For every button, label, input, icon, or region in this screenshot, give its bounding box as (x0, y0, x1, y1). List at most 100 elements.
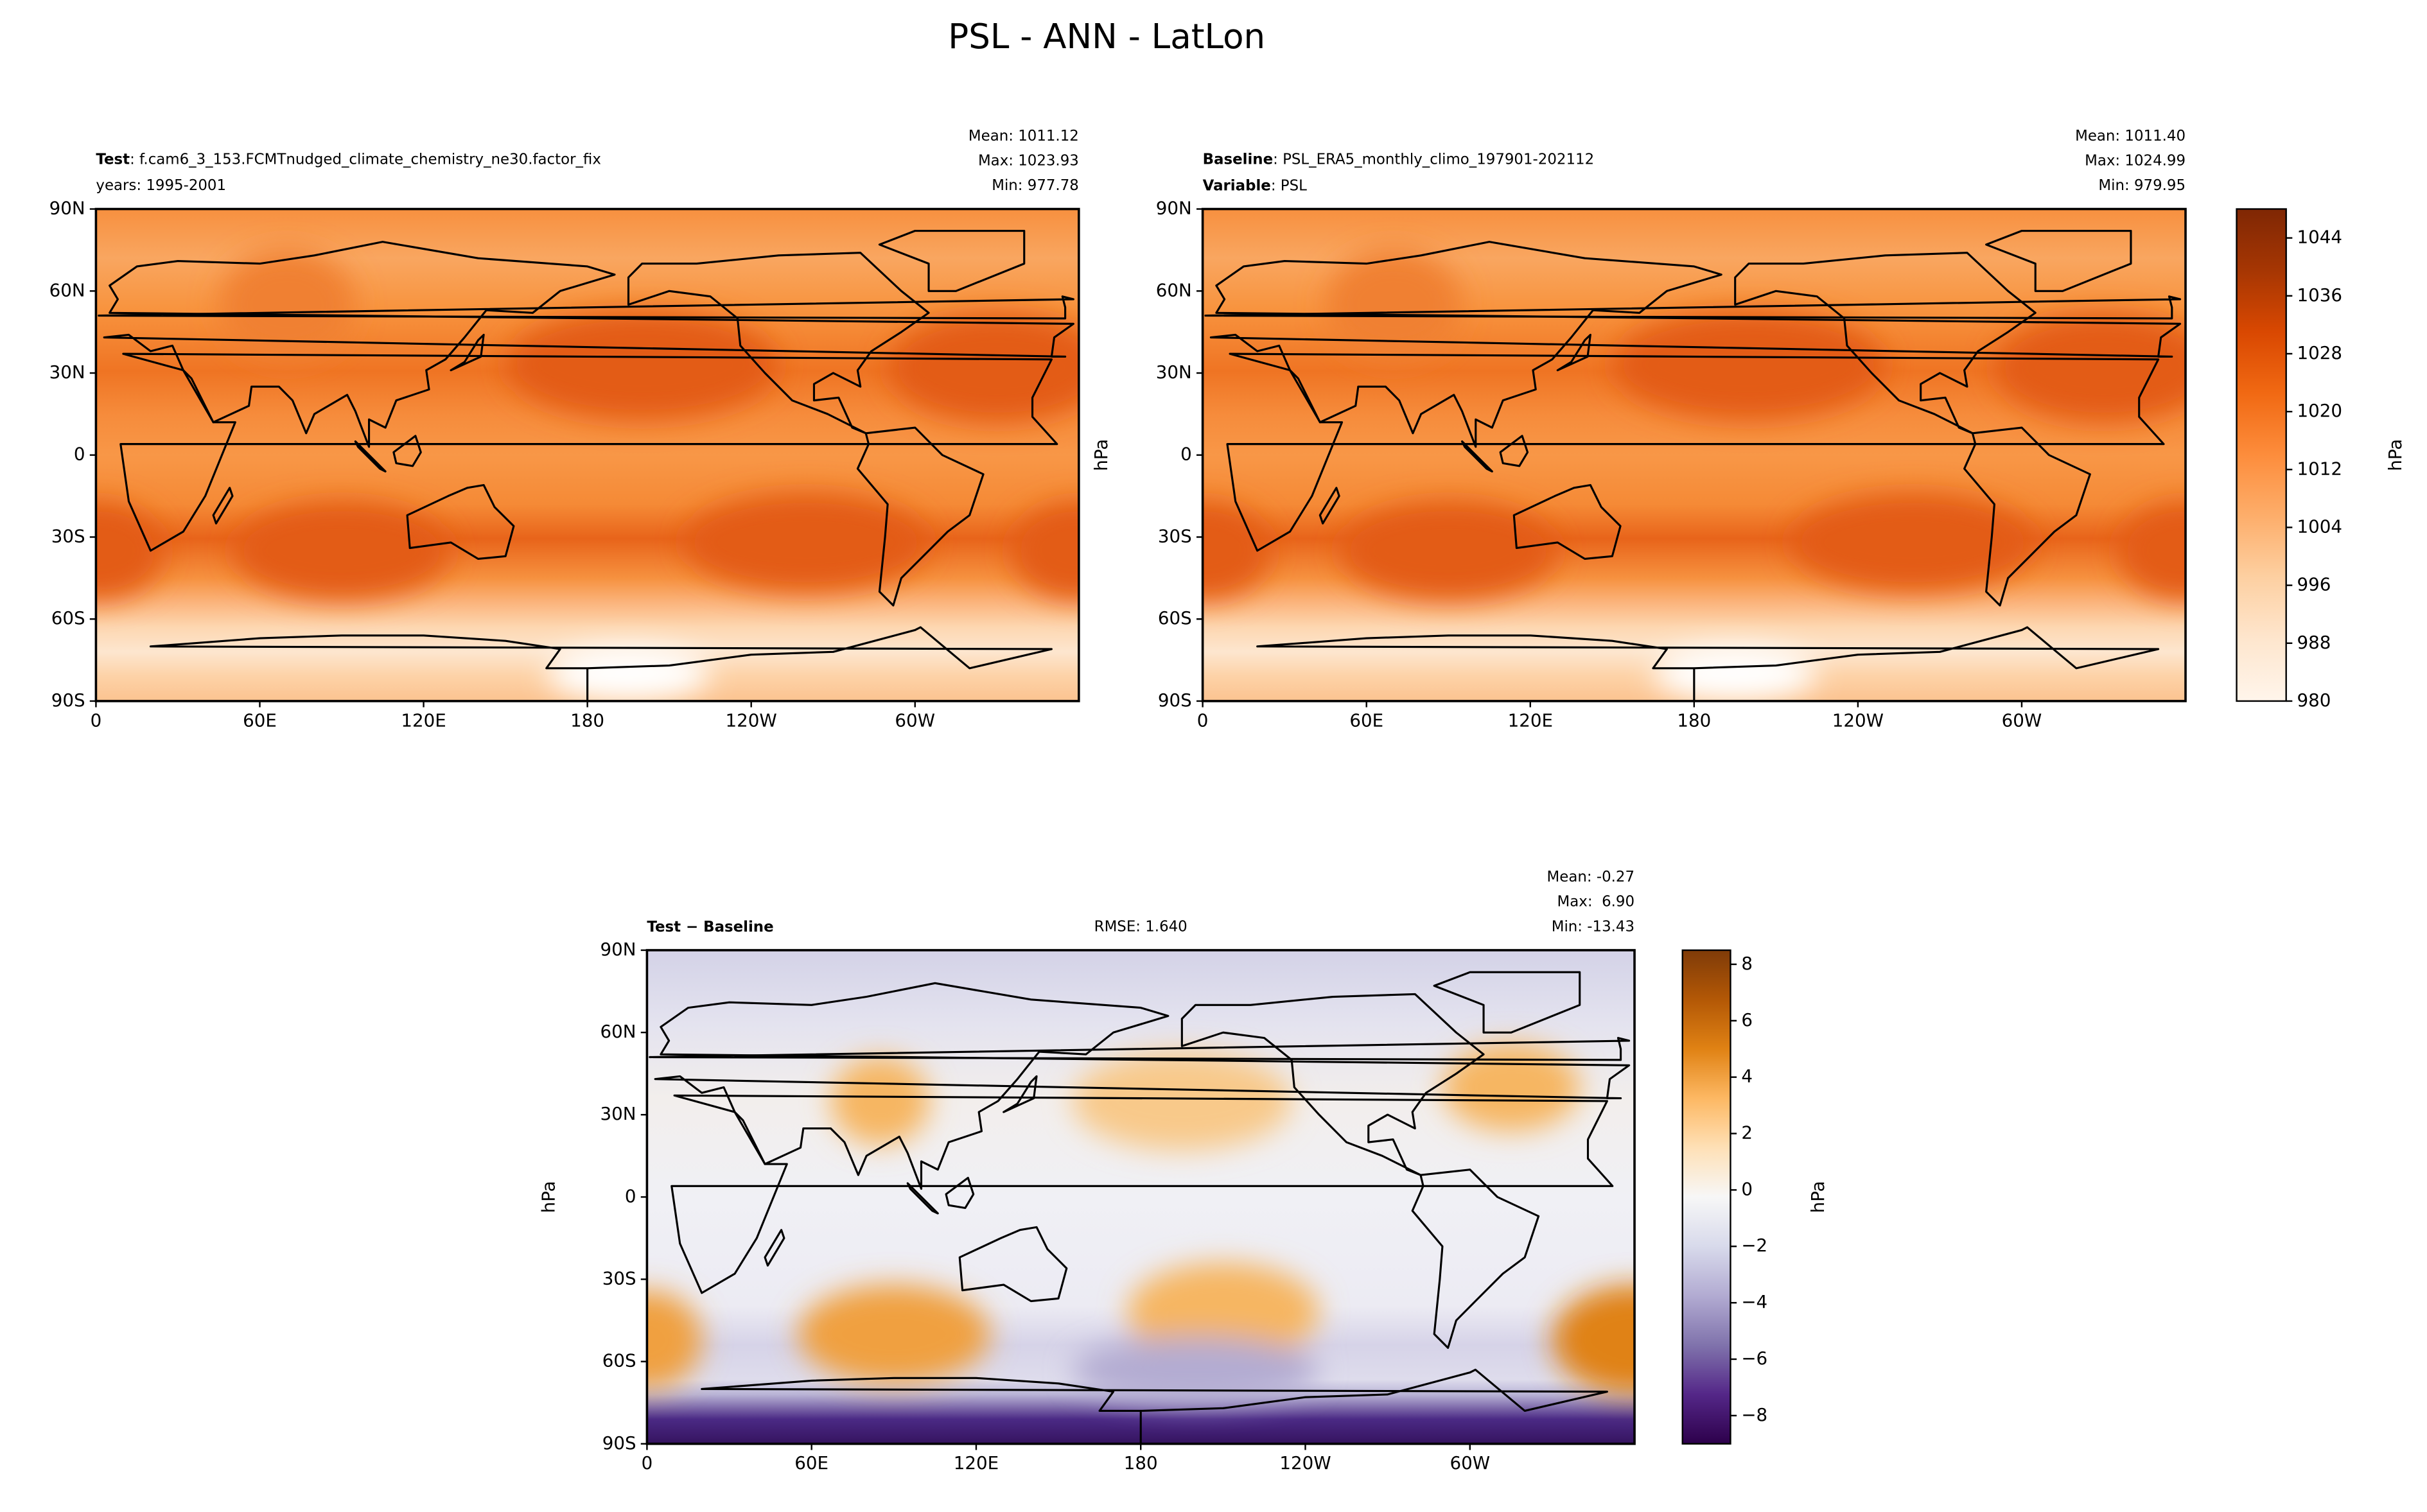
colorbar-tick-label: −6 (1741, 1348, 1767, 1369)
x-tick-label: 60E (794, 1452, 828, 1473)
x-tick-label: 120W (726, 709, 777, 731)
colorbar-tick-label: 0 (1741, 1178, 1753, 1199)
colorbar-tick-label: 1012 (2297, 458, 2343, 479)
coastline (906, 1182, 939, 1215)
y-tick-label: 90S (602, 1432, 636, 1454)
field-feature (798, 1285, 990, 1384)
coastline (98, 295, 1074, 320)
x-tick-label: 180 (1677, 709, 1711, 731)
y-tick-label: 30S (602, 1268, 636, 1289)
y-tick-label: 30N (600, 1103, 636, 1124)
field-features (96, 250, 1079, 701)
coastline (0, 1227, 79, 1301)
coastline (670, 1094, 1614, 1294)
y-tick-label: 90S (51, 690, 85, 711)
center-title: RMSE: 1.640 (1094, 918, 1187, 935)
coastline (0, 983, 642, 1188)
y-tick-label: 60N (600, 1021, 636, 1042)
field-feature (1653, 646, 1818, 701)
colorbar-tick-label: 2 (1741, 1122, 1753, 1143)
field-feature (1072, 1337, 1319, 1403)
x-tick-label: 180 (570, 709, 604, 731)
coastline (0, 1369, 620, 1443)
x-tick-label: 0 (642, 1452, 653, 1473)
x-tick-label: 60E (243, 709, 277, 731)
y-axis-label: hPa (1091, 439, 1112, 471)
colorbar-tick-label: 1036 (2297, 284, 2343, 306)
stat: Min: 977.78 (992, 177, 1079, 194)
coastline (195, 994, 496, 1175)
y-tick-label: 30N (1156, 361, 1192, 383)
coastline (212, 487, 234, 525)
x-tick-label: 120W (1832, 709, 1884, 731)
coastline (149, 626, 1053, 701)
coastlines (0, 971, 1631, 1444)
x-tick-label: 120E (954, 1452, 999, 1473)
coastline (0, 428, 1, 605)
x-tick-label: 0 (91, 709, 102, 731)
left-title: Test: f.cam6_3_153.FCMTnudged_climate_ch… (96, 151, 600, 168)
field-feature (1612, 310, 1886, 420)
y-tick-label: 90N (600, 939, 636, 960)
colorbar-tick-label: 980 (2297, 690, 2331, 711)
y-tick-label: 90S (1158, 690, 1192, 711)
coastline (1180, 993, 1485, 1176)
field-feature (830, 1057, 930, 1145)
coastline (958, 1226, 1068, 1303)
coastline (1963, 426, 2091, 607)
field-feature (1072, 1051, 1292, 1151)
left-title-label: Baseline (1203, 151, 1273, 168)
coastline (354, 440, 387, 473)
left-title-text: : PSL_ERA5_monthly_climo_197901-202112 (1273, 151, 1594, 168)
coastline (16, 1076, 49, 1112)
coastline (1256, 626, 2160, 701)
map-field (0, 209, 1079, 701)
coastline (119, 352, 1058, 552)
field-feature (218, 250, 356, 360)
coastline (1003, 1075, 1038, 1113)
coastlines (1204, 229, 2182, 701)
coastline (1209, 241, 2182, 448)
left-subtitle: years: 1995-2001 (96, 177, 226, 194)
colorbar (1681, 949, 1731, 1445)
colorbar-tick-label: −2 (1741, 1235, 1767, 1256)
left-title-label: Test (96, 151, 130, 168)
x-tick-label: 60W (895, 709, 935, 731)
coastline (945, 1176, 975, 1210)
y-tick-label: 30N (49, 361, 85, 383)
stat: Min: 979.95 (2098, 177, 2186, 194)
field-feature (647, 1290, 702, 1389)
colorbar-tick-label: 1044 (2297, 227, 2343, 248)
x-tick-label: 120E (401, 709, 446, 731)
field-feature (1789, 493, 2036, 592)
stat: Mean: 1011.40 (2075, 128, 2186, 144)
left-subtitle: Variable: PSL (1203, 177, 1307, 194)
coastline (103, 241, 1074, 448)
y-tick-label: 90N (1156, 198, 1192, 219)
field-features (647, 1043, 1635, 1403)
colorbar-tick-label: −8 (1741, 1404, 1767, 1425)
field-feature (96, 501, 164, 600)
field-feature (1325, 250, 1462, 360)
stat: Max: 1023.93 (978, 152, 1079, 169)
coastline (0, 354, 74, 551)
x-tick-label: 120E (1508, 709, 1553, 731)
coastline (1204, 295, 2182, 320)
y-axis-label: hPa (538, 1181, 559, 1213)
coastline (0, 1038, 642, 1060)
colorbar (2236, 208, 2287, 702)
figure-title: PSL - ANN - LatLon (948, 17, 1265, 56)
field-feature (546, 646, 710, 701)
x-tick-label: 180 (1124, 1452, 1158, 1473)
x-tick-label: 120W (1279, 1452, 1331, 1473)
y-tick-label: 0 (1180, 444, 1192, 465)
colorbar-tick-label: 4 (1741, 1066, 1753, 1087)
coastline (425, 1170, 551, 1348)
coastline (1460, 440, 1493, 473)
coastline (856, 426, 985, 607)
colorbar-tick-label: 1028 (2297, 342, 2343, 363)
colorbar-label: hPa (2385, 439, 2406, 471)
coastline (1319, 487, 1340, 525)
left-subtitle-label: Variable (1203, 177, 1271, 194)
